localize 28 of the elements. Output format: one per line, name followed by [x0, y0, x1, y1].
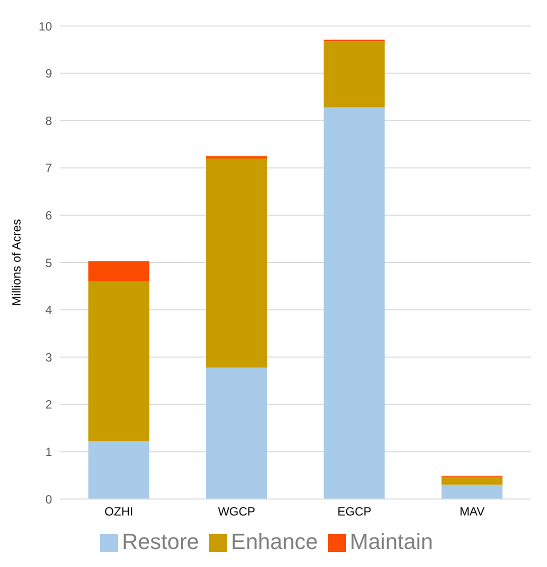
bar: [324, 107, 385, 499]
y-tick-label: 6: [45, 208, 52, 222]
bar: [88, 441, 150, 499]
y-tick-label: 1: [45, 444, 52, 459]
y-tick-label: 3: [45, 350, 52, 364]
x-tick-label: EGCP: [337, 504, 372, 519]
bar: [324, 41, 385, 108]
bar: [206, 158, 268, 368]
bar: [206, 368, 268, 499]
bar: [442, 476, 503, 485]
bar: [442, 484, 503, 499]
y-tick-label: 8: [45, 114, 52, 128]
bar: [88, 261, 150, 282]
x-tick-label: WGCP: [218, 504, 256, 519]
y-tick-label: 9: [45, 66, 52, 81]
x-tick-label: MAV: [460, 504, 485, 519]
bar: [88, 281, 150, 442]
y-tick-label: 4: [45, 303, 52, 318]
legend-label: Enhance: [231, 529, 318, 554]
y-tick-label: 7: [45, 161, 52, 176]
y-tick-label: 2: [45, 398, 52, 412]
y-tick-label: 0: [45, 492, 52, 506]
y-tick-label: 5: [45, 256, 52, 270]
legend-label: Restore: [122, 529, 200, 554]
y-tick-label: 10: [38, 19, 52, 34]
y-axis-title: Millions of Acres: [9, 219, 24, 306]
x-tick-label: OZHI: [104, 504, 134, 519]
legend-label: Maintain: [350, 529, 434, 554]
